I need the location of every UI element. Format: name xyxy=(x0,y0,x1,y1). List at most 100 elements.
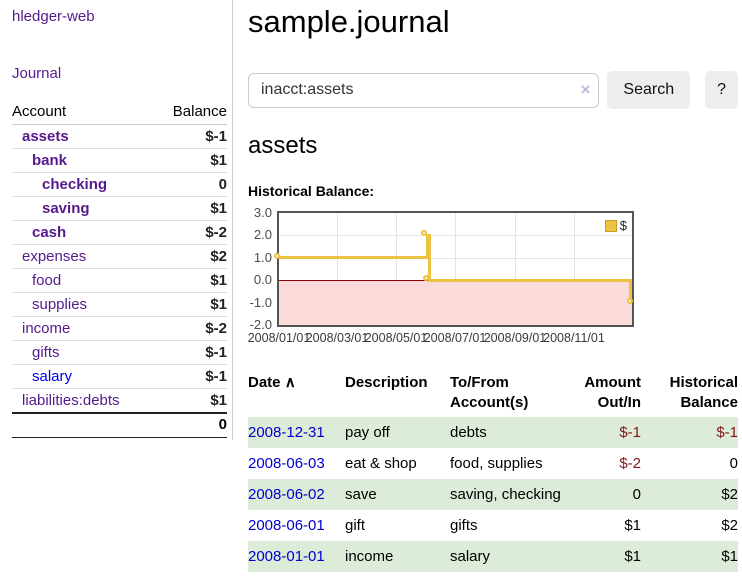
x-tick-label: 2008/05/01 xyxy=(364,331,428,345)
transaction-date-link[interactable]: 2008-06-01 xyxy=(248,517,325,534)
account-row: assets $-1 xyxy=(12,124,227,149)
x-tick-label: 2008/11/01 xyxy=(543,331,605,345)
sidebar-account-link-bank[interactable]: bank xyxy=(32,152,68,169)
transaction-row: 2008-01-01 income salary $1 $1 xyxy=(248,541,738,572)
x-tick-label: 2008/07/01 xyxy=(423,331,487,345)
sidebar-account-balance: $1 xyxy=(154,148,227,173)
transaction-date-link: 2008-06-02 xyxy=(248,479,345,510)
sidebar-account-balance: $-1 xyxy=(154,124,227,149)
data-point-marker xyxy=(422,275,429,282)
data-point-marker xyxy=(627,297,633,304)
account-row: supplies $1 xyxy=(12,292,227,317)
y-tick-label: -2.0 xyxy=(249,317,272,332)
sidebar-account-link-saving[interactable]: saving xyxy=(42,200,90,217)
sidebar-account-link-income[interactable]: income xyxy=(22,320,71,337)
transaction-description: eat & shop xyxy=(345,455,417,472)
register-table: Date ∧ Description To/From Account(s) Am… xyxy=(248,369,738,572)
transaction-date-link[interactable]: 2008-06-03 xyxy=(248,455,325,472)
chart-title: Historical Balance: xyxy=(248,183,375,199)
series-segment xyxy=(427,278,632,282)
transaction-date-link[interactable]: 2008-06-02 xyxy=(248,486,325,503)
sidebar-account-link-checking[interactable]: checking xyxy=(42,176,108,193)
sidebar-account-balance: $1 xyxy=(154,388,227,414)
sidebar-account-link-assets[interactable]: assets xyxy=(22,128,69,145)
transaction-description: pay off xyxy=(345,424,390,441)
clear-search-icon[interactable]: × xyxy=(580,79,591,99)
series-segment xyxy=(629,278,632,305)
search-button[interactable]: Search xyxy=(607,71,691,109)
historical-balance-chart: 3.0 2.0 1.0 0.0 -1.0 -2.0 $ 2008/01/01 2008/03… xyxy=(247,205,738,347)
transaction-amount: 0 xyxy=(632,486,641,503)
transaction-row: 2008-06-01 gift gifts $1 $2 xyxy=(248,510,738,541)
sidebar-account-link-liabilities-debts[interactable]: liabilities:debts xyxy=(22,392,120,409)
data-point-marker xyxy=(421,230,427,237)
gridline xyxy=(279,235,632,237)
transaction-balance: $-1 xyxy=(716,424,738,441)
description-column-header: Description xyxy=(345,374,428,391)
transaction-accounts: salary xyxy=(450,548,491,565)
sidebar-account-link-salary[interactable]: salary xyxy=(32,368,73,385)
gridline xyxy=(514,213,516,325)
transaction-row: 2008-06-03 eat & shop food, supplies $-2 0 xyxy=(248,448,738,479)
sidebar-account-link-expenses[interactable]: expenses xyxy=(22,248,87,265)
spacer xyxy=(12,412,155,438)
y-tick-label: 0.0 xyxy=(253,272,272,288)
gridline xyxy=(396,213,398,325)
sidebar-account-balance: $1 xyxy=(154,292,227,317)
transaction-row: 2008-06-02 save saving, checking 0 $2 xyxy=(248,479,738,510)
transaction-description: gift xyxy=(345,517,366,534)
amount-column-header: Amount Out/In xyxy=(584,374,641,411)
y-tick-label: 2.0 xyxy=(253,227,272,243)
transaction-balance: $1 xyxy=(721,548,738,565)
gridline xyxy=(279,257,632,259)
account-row: checking 0 xyxy=(12,172,227,197)
transaction-date-link: 2008-06-01 xyxy=(248,510,345,541)
account-row: gifts $-1 xyxy=(12,340,227,365)
accounts-table-header: Account Balance xyxy=(12,100,227,125)
balance-column-header: Historical Balance xyxy=(669,374,738,411)
register-header-row: Date ∧ Description To/From Account(s) Am… xyxy=(248,369,738,417)
account-row: liabilities:debts $1 xyxy=(12,388,227,414)
account-row: expenses $2 xyxy=(12,244,227,269)
account-row: income $-2 xyxy=(12,316,227,341)
negative-region xyxy=(279,280,632,325)
accounts-column-header: To/From Account(s) xyxy=(450,374,529,411)
account-row: saving $1 xyxy=(12,196,227,221)
sidebar-account-balance: $-1 xyxy=(154,364,227,389)
series-segment xyxy=(426,233,428,237)
account-column-header: Account xyxy=(12,100,155,125)
accounts-total-value: 0 xyxy=(154,412,227,438)
transaction-accounts: debts xyxy=(450,424,487,441)
transaction-balance: $2 xyxy=(721,517,738,534)
x-tick-label: 2008/01/01 xyxy=(247,331,311,345)
transaction-date-link[interactable]: 2008-12-31 xyxy=(248,424,325,441)
y-tick-label: 3.0 xyxy=(253,205,272,220)
sidebar-account-link-gifts[interactable]: gifts xyxy=(32,344,60,361)
help-button[interactable]: ? xyxy=(705,71,738,109)
transaction-date-link: 2008-06-03 xyxy=(248,448,345,479)
transaction-description: income xyxy=(345,548,394,565)
sidebar-account-link-cash[interactable]: cash xyxy=(32,224,67,241)
transaction-accounts: saving, checking xyxy=(450,486,561,503)
transaction-date-link: 2008-12-31 xyxy=(248,417,345,448)
sidebar-account-balance: $1 xyxy=(154,268,227,293)
sidebar-account-balance: $-2 xyxy=(154,316,227,341)
balance-column-header: Balance xyxy=(154,100,227,125)
sort-ascending-icon: ∧ xyxy=(284,374,296,391)
series-segment xyxy=(279,256,426,260)
x-tick-label: 2008/09/01 xyxy=(483,331,547,345)
sidebar-account-link-supplies[interactable]: supplies xyxy=(32,296,88,313)
date-column-header[interactable]: Date ∧ xyxy=(248,374,296,391)
app-title-link[interactable]: hledger-web xyxy=(12,8,95,25)
sidebar-account-balance: $-2 xyxy=(154,220,227,245)
sidebar-account-link-food[interactable]: food xyxy=(32,272,62,289)
sidebar: hledger-web Journal Account Balance asse… xyxy=(0,0,233,440)
series-segment xyxy=(426,233,429,260)
search-input[interactable] xyxy=(248,72,600,108)
sidebar-item-journal[interactable]: Journal xyxy=(12,65,62,82)
transaction-row: 2008-12-31 pay off debts $-1 $-1 xyxy=(248,417,738,448)
transaction-accounts: gifts xyxy=(450,517,478,534)
y-tick-label: -1.0 xyxy=(249,294,272,310)
transaction-date-link[interactable]: 2008-01-01 xyxy=(248,548,325,565)
gridline xyxy=(455,213,457,325)
